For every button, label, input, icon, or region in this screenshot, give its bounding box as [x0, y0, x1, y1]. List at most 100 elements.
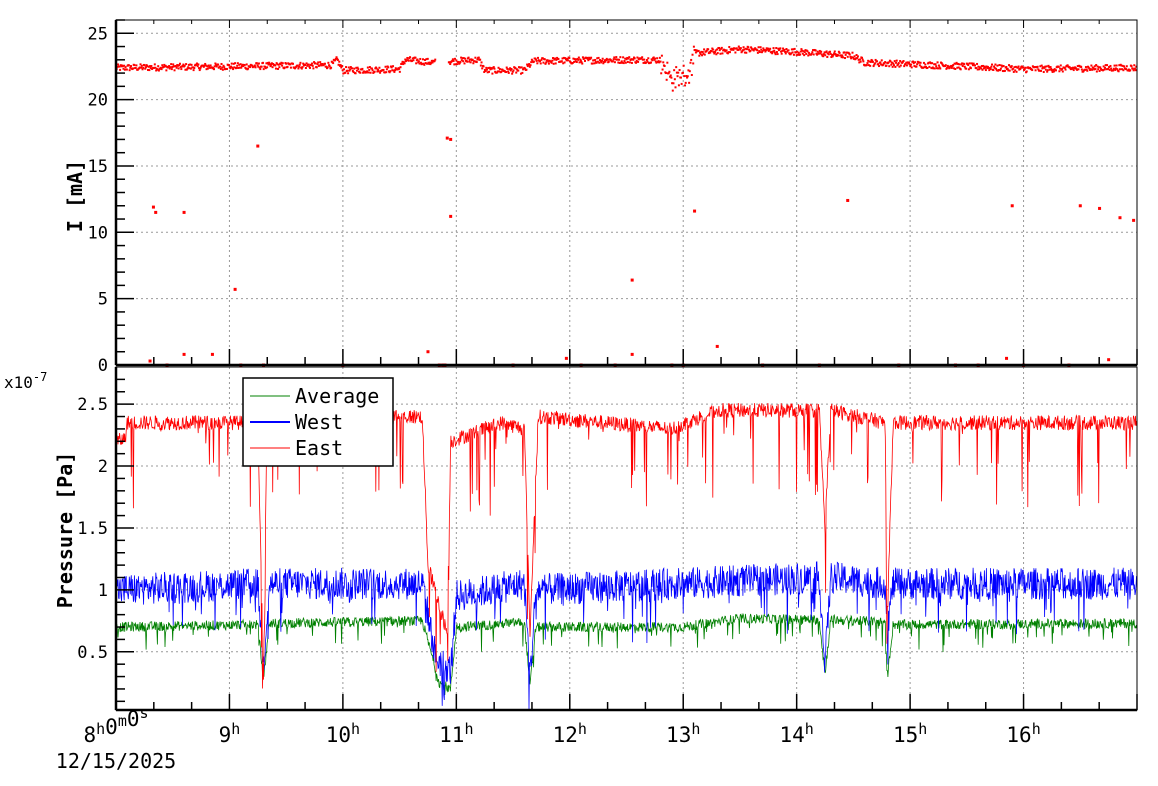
current-point: [700, 50, 703, 53]
current-point: [1131, 67, 1134, 70]
current-point: [613, 56, 616, 59]
current-point: [583, 59, 586, 62]
current-point: [814, 49, 817, 52]
current-point: [249, 66, 252, 69]
current-point: [603, 59, 606, 62]
current-point: [153, 63, 156, 66]
current-point: [526, 63, 529, 66]
current-point: [643, 58, 646, 61]
current-point: [580, 61, 583, 64]
current-point: [1120, 64, 1123, 67]
current-point: [549, 60, 552, 63]
current-point: [349, 68, 352, 71]
current-point: [686, 76, 689, 79]
current-point: [735, 47, 738, 50]
current-point: [938, 66, 941, 69]
current-point: [193, 67, 196, 70]
current-point: [530, 61, 533, 64]
current-point: [701, 54, 704, 57]
current-point: [607, 60, 610, 63]
current-point: [466, 60, 469, 63]
current-point: [861, 58, 864, 61]
current-point: [1001, 70, 1004, 73]
current-point: [760, 48, 763, 51]
current-point: [833, 52, 836, 55]
current-point: [198, 67, 201, 70]
current-point: [365, 71, 368, 74]
x-tick-label: 11h: [439, 720, 473, 747]
current-point: [763, 48, 766, 51]
current-point: [846, 55, 849, 58]
current-point: [950, 64, 953, 67]
current-point: [390, 66, 393, 69]
current-point: [694, 49, 697, 52]
current-point: [1110, 67, 1113, 70]
current-point: [744, 47, 747, 50]
current-point: [822, 55, 825, 58]
current-point: [556, 56, 559, 59]
current-outlier-point: [233, 287, 237, 291]
current-point: [1010, 65, 1013, 68]
current-point: [272, 62, 275, 65]
current-point: [506, 67, 509, 70]
current-point: [654, 60, 657, 63]
current-point: [894, 65, 897, 68]
current-point: [944, 64, 947, 67]
current-point: [536, 62, 539, 65]
current-point: [835, 54, 838, 57]
bottom-y-tick-label: 0.5: [77, 643, 108, 663]
current-point: [124, 66, 127, 69]
current-point: [338, 60, 341, 63]
current-point: [1112, 67, 1115, 70]
current-point: [910, 63, 913, 66]
current-point: [1055, 69, 1058, 72]
current-point: [807, 51, 810, 54]
current-point: [571, 61, 574, 64]
current-point: [892, 62, 895, 65]
current-point: [185, 63, 188, 66]
current-point: [148, 69, 151, 72]
current-point: [1048, 68, 1051, 71]
current-point: [651, 59, 654, 62]
current-point: [301, 66, 304, 69]
current-point: [1108, 65, 1111, 68]
current-point: [1094, 68, 1097, 71]
current-point: [370, 67, 373, 70]
current-point: [993, 65, 996, 68]
current-point: [1014, 69, 1017, 72]
current-point: [974, 64, 977, 67]
current-point: [483, 68, 486, 71]
current-point: [657, 60, 660, 63]
current-point: [684, 84, 687, 87]
current-point: [877, 63, 880, 66]
current-point: [509, 69, 512, 72]
current-point: [1095, 64, 1098, 67]
current-point: [565, 59, 568, 62]
current-point: [716, 48, 719, 51]
current-point: [971, 62, 974, 65]
current-point: [884, 61, 887, 64]
current-point: [982, 64, 985, 67]
current-point: [624, 61, 627, 64]
current-point: [274, 64, 277, 67]
current-point: [588, 56, 591, 59]
current-point: [176, 64, 179, 67]
current-point: [314, 62, 317, 65]
current-point: [987, 67, 990, 70]
current-point: [154, 66, 157, 69]
current-point: [697, 49, 700, 52]
current-point: [1042, 66, 1045, 69]
current-point: [905, 64, 908, 67]
current-point: [230, 62, 233, 65]
current-point: [692, 45, 695, 48]
current-point: [220, 62, 223, 65]
current-point: [411, 57, 414, 60]
current-point: [997, 68, 1000, 71]
current-outlier-point: [256, 144, 260, 148]
current-point: [376, 70, 379, 73]
current-point: [286, 65, 289, 68]
current-point: [162, 65, 165, 68]
current-point: [799, 53, 802, 56]
current-point: [539, 60, 542, 63]
current-point: [995, 69, 998, 72]
